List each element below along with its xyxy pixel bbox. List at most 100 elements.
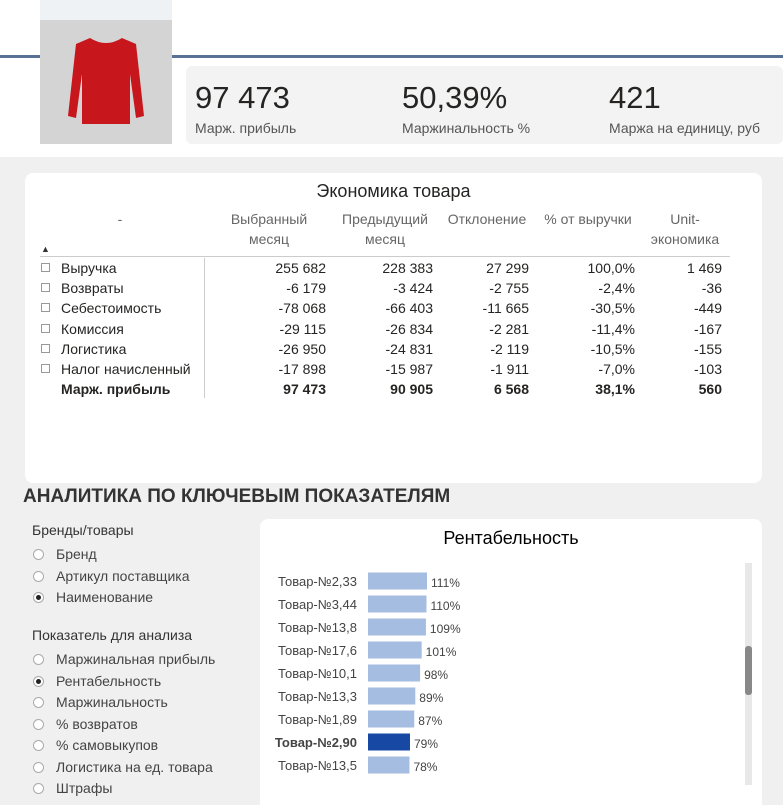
bar	[368, 687, 416, 705]
slicer-option[interactable]: % самовыкупов	[56, 737, 159, 753]
bar	[368, 618, 426, 636]
row-label: Марж. прибыль	[61, 381, 171, 398]
section-title: АНАЛИТИКА ПО КЛЮЧЕВЫМ ПОКАЗАТЕЛЯМ	[23, 486, 451, 507]
bar	[368, 641, 422, 659]
cell: 38,1%	[595, 381, 635, 398]
slicer-option[interactable]: Штрафы	[56, 780, 113, 796]
cell: -78 068	[278, 300, 326, 317]
header-rule	[0, 55, 783, 58]
table-column-rule	[204, 258, 205, 398]
cell: 560	[698, 381, 722, 398]
category-label: Товар-№1,89	[278, 712, 357, 727]
cell: 228 383	[382, 260, 433, 276]
radio[interactable]	[33, 654, 44, 665]
slicer-option[interactable]: Артикул поставщика	[56, 567, 190, 584]
cell: -30,5%	[590, 300, 635, 317]
bar	[368, 733, 410, 751]
expand-icon[interactable]	[41, 263, 50, 272]
slicer-option[interactable]: Маржинальность	[56, 694, 168, 710]
radio[interactable]	[33, 675, 44, 687]
slicer-option[interactable]: Бренд	[56, 546, 97, 562]
bar	[368, 595, 427, 613]
cell: -6 179	[286, 280, 326, 297]
row-label: Выручка	[61, 260, 117, 276]
cell: -2,4%	[598, 280, 635, 297]
cell: -2 281	[489, 320, 529, 337]
value-label: 110%	[430, 599, 460, 613]
row-label: Себестоимость	[61, 300, 162, 317]
category-label: Товар-№13,3	[278, 689, 357, 704]
expand-icon[interactable]	[41, 364, 50, 373]
slicer-title: Показатель для анализа	[32, 627, 193, 643]
kpi-card	[186, 66, 783, 144]
value-label: 79%	[414, 737, 438, 751]
cell: -17 898	[278, 361, 326, 377]
category-label: Товар-№17,6	[278, 643, 357, 658]
expand-icon[interactable]	[41, 323, 50, 333]
scrollbar[interactable]	[745, 563, 752, 785]
cell: -2 755	[489, 280, 529, 297]
column-header[interactable]: Unit-экономика	[650, 211, 720, 247]
radio[interactable]	[33, 592, 44, 603]
expand-icon[interactable]	[41, 283, 50, 293]
sort-arrow[interactable]: ▲	[41, 244, 50, 254]
kpi-value: 421	[609, 80, 661, 115]
cell: 1 469	[686, 260, 722, 276]
kpi-value: 97 473	[195, 80, 290, 115]
cell: -66 403	[385, 300, 433, 317]
radio[interactable]	[33, 718, 44, 730]
chart-title: Рентабельность	[443, 528, 578, 548]
expand-icon[interactable]	[41, 303, 50, 313]
value-label: 87%	[418, 714, 442, 728]
chart-card	[260, 519, 762, 805]
slicer-option[interactable]: Наименование	[56, 589, 154, 605]
slicer-option[interactable]: Логистика на ед. товара	[56, 758, 213, 775]
row-label: Комиссия	[61, 320, 124, 337]
table-title: Экономика товара	[316, 181, 471, 201]
cell: -36	[701, 280, 722, 297]
cell: -26 950	[278, 340, 326, 357]
radio[interactable]	[33, 761, 44, 773]
slicer-option[interactable]: % возвратов	[56, 715, 138, 732]
cell: 90 905	[390, 381, 433, 398]
value-label: 78%	[413, 760, 437, 774]
radio[interactable]	[33, 740, 44, 751]
column-header[interactable]: % от выручки	[544, 211, 632, 227]
cell: -29 115	[279, 320, 326, 337]
column-header[interactable]: Отклонение	[447, 211, 527, 227]
kpi-label: Маржа на единицу, руб	[609, 120, 761, 136]
column-header[interactable]: Выбранный месяц	[230, 211, 308, 247]
value-label: 89%	[419, 691, 443, 705]
cell: -1 911	[490, 361, 529, 377]
cell: -2 119	[490, 340, 529, 357]
slicer-option[interactable]: Маржинальная прибыль	[56, 651, 216, 667]
row-label: Возвраты	[61, 280, 124, 297]
product-image	[40, 0, 172, 144]
bar	[368, 572, 427, 590]
slicer-option[interactable]: Рентабельность	[56, 672, 162, 689]
value-label: 98%	[424, 668, 448, 682]
column-header[interactable]: Предыдущий месяц	[342, 211, 428, 247]
cell: -7,0%	[598, 361, 635, 377]
cell: 97 473	[283, 381, 326, 398]
category-label: Товар-№10,1	[278, 666, 357, 681]
radio[interactable]	[33, 697, 44, 708]
radio[interactable]	[33, 570, 44, 582]
category-label: Товар-№2,33	[278, 574, 357, 589]
kpi-label: Марж. прибыль	[195, 120, 297, 136]
value-label: 101%	[426, 645, 457, 659]
cell: -3 424	[393, 280, 433, 297]
category-label: Товар-№13,8	[278, 620, 357, 635]
radio[interactable]	[33, 549, 44, 560]
row-label: Логистика	[61, 340, 127, 357]
cell: -167	[693, 320, 722, 337]
radio[interactable]	[33, 783, 44, 794]
kpi-label: Маржинальность %	[402, 120, 531, 136]
row-label: Налог начисленный	[61, 361, 191, 377]
cell: -26 834	[385, 320, 433, 337]
category-label: Товар-№2,90	[275, 735, 357, 750]
bar	[368, 756, 410, 774]
expand-icon[interactable]	[41, 343, 50, 353]
cell: 27 299	[486, 260, 529, 276]
